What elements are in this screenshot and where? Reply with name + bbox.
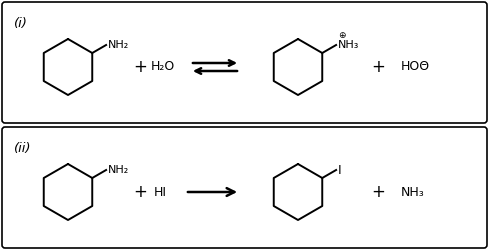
Text: +: +	[370, 183, 384, 201]
Text: NH₂: NH₂	[108, 165, 129, 175]
Text: (i): (i)	[14, 17, 28, 30]
Text: ⊕: ⊕	[337, 32, 345, 40]
Text: NH₃: NH₃	[400, 186, 424, 198]
Text: H₂O: H₂O	[151, 60, 175, 74]
Text: HOΘ: HOΘ	[400, 60, 428, 74]
Text: HI: HI	[153, 186, 166, 198]
FancyBboxPatch shape	[2, 127, 486, 248]
Text: +: +	[133, 58, 146, 76]
Text: NH₂: NH₂	[108, 40, 129, 50]
Text: NH₃: NH₃	[337, 40, 359, 50]
Text: +: +	[370, 58, 384, 76]
Text: (ii): (ii)	[14, 142, 31, 155]
Text: +: +	[133, 183, 146, 201]
FancyBboxPatch shape	[2, 2, 486, 123]
Text: I: I	[337, 164, 341, 176]
